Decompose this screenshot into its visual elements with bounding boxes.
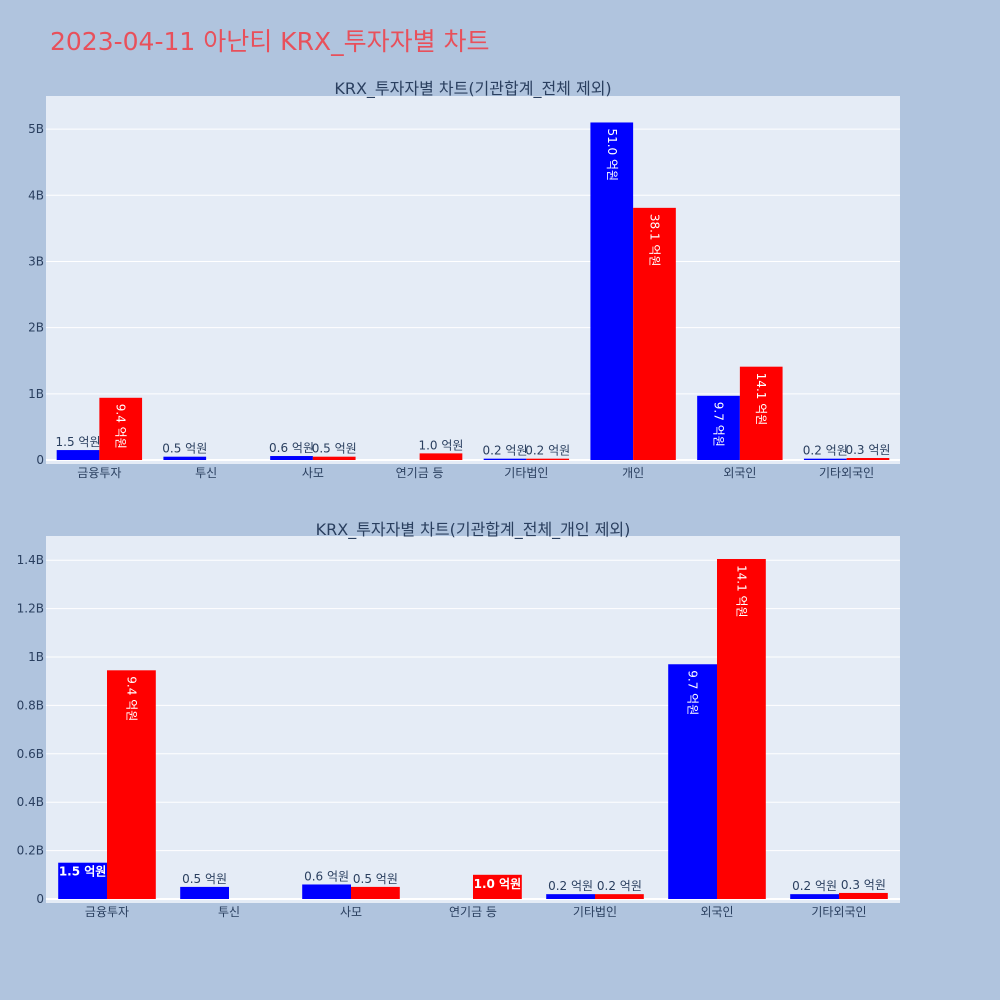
data-label: 0.3 억원: [841, 878, 886, 892]
bar: [180, 886, 229, 899]
data-label: 0.2 억원: [548, 879, 593, 893]
bar: [56, 450, 100, 460]
y-tick-label: 5B: [28, 122, 44, 136]
bar: [595, 894, 644, 899]
data-label: 0.2 억원: [525, 444, 570, 458]
data-label: 1.5 억원: [59, 865, 107, 879]
page-title: 2023-04-11 아난티 KRX_투자자별 차트: [50, 27, 490, 56]
data-label: 1.0 억원: [418, 438, 463, 452]
bar: [697, 395, 740, 460]
bar: [419, 453, 463, 460]
bar: [351, 886, 400, 899]
data-label: 0.6 억원: [269, 441, 314, 455]
data-label: 9.7 억원: [686, 670, 700, 715]
data-label: 0.2 억원: [792, 879, 837, 893]
x-tick-label: 연기금 등: [449, 905, 497, 919]
data-label: 0.6 억원: [304, 869, 349, 883]
chart-title-1: KRX_투자자별 차트(기관합계_전체 제외): [334, 79, 611, 99]
data-label: 0.3 억원: [845, 443, 890, 457]
bar: [99, 397, 143, 460]
data-label: 9.7 억원: [712, 402, 726, 447]
x-tick-label: 기타법인: [573, 905, 617, 919]
y-tick-label: 3B: [28, 254, 44, 268]
bar: [803, 458, 847, 460]
y-tick-label: 2B: [28, 321, 44, 335]
data-label: 0.5 억원: [312, 442, 357, 456]
y-tick-label: 0.2B: [17, 844, 44, 858]
y-tick-label: 1.4B: [17, 553, 44, 567]
x-tick-label: 외국인: [723, 466, 756, 480]
data-label: 38.1 억원: [647, 214, 661, 267]
data-label: 0.5 억원: [353, 872, 398, 886]
bar: [846, 458, 890, 460]
bar: [312, 456, 356, 460]
x-tick-label: 사모: [340, 905, 362, 919]
data-label: 0.2 억원: [483, 444, 528, 458]
data-label: 1.5 억원: [56, 435, 101, 449]
x-tick-label: 기타외국인: [819, 466, 874, 480]
y-tick-label: 1B: [28, 650, 44, 664]
bar: [546, 894, 595, 899]
x-tick-label: 투신: [195, 466, 217, 480]
data-label: 0.2 억원: [597, 879, 642, 893]
bar: [668, 664, 717, 899]
x-tick-label: 기타외국인: [811, 905, 866, 919]
x-tick-label: 외국인: [700, 905, 733, 919]
bar: [163, 456, 207, 460]
bar: [473, 874, 522, 899]
bar: [790, 894, 839, 899]
x-tick-label: 금융투자: [85, 905, 129, 919]
data-label: 0.2 억원: [803, 444, 848, 458]
data-label: 14.1 억원: [754, 373, 768, 426]
bar: [270, 456, 313, 460]
y-tick-label: 0.8B: [17, 698, 44, 712]
y-tick-label: 0: [36, 453, 44, 467]
x-tick-label: 개인: [622, 466, 644, 480]
x-tick-label: 투신: [218, 905, 240, 919]
x-tick-label: 사모: [302, 466, 324, 480]
data-label: 9.4 억원: [114, 404, 128, 449]
x-tick-label: 연기금 등: [396, 466, 444, 480]
bar: [483, 458, 527, 460]
y-tick-label: 0.4B: [17, 795, 44, 809]
data-label: 9.4 억원: [124, 676, 138, 721]
bar: [739, 366, 783, 460]
y-tick-label: 0: [36, 892, 44, 906]
bar: [302, 884, 351, 899]
bar: [58, 862, 107, 899]
bar: [839, 892, 888, 899]
y-tick-label: 1B: [28, 387, 44, 401]
bar: [526, 458, 570, 460]
y-tick-label: 4B: [28, 188, 44, 202]
bar: [590, 122, 634, 461]
y-tick-label: 0.6B: [17, 747, 44, 761]
chart-title-2: KRX_투자자별 차트(기관합계_전체_개인 제외): [316, 520, 631, 540]
x-tick-label: 금융투자: [77, 466, 121, 480]
data-label: 0.5 억원: [182, 872, 227, 886]
data-label: 1.0 억원: [474, 877, 522, 891]
bar: [717, 558, 766, 899]
x-tick-label: 기타법인: [504, 466, 548, 480]
data-label: 0.5 억원: [162, 442, 207, 456]
data-label: 14.1 억원: [734, 565, 748, 618]
bar: [633, 207, 676, 460]
bar: [107, 670, 156, 899]
y-tick-label: 1.2B: [17, 602, 44, 616]
plot-area-2: [46, 536, 900, 903]
data-label: 51.0 억원: [605, 128, 619, 181]
